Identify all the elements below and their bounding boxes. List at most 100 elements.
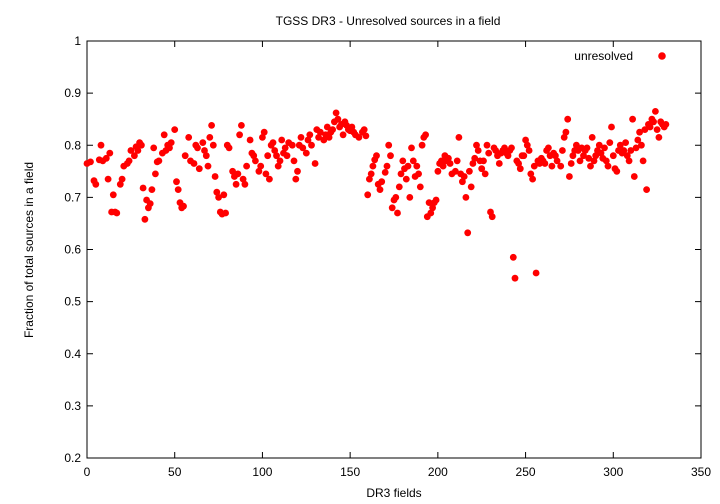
data-point	[492, 147, 500, 154]
data-point	[508, 144, 515, 152]
data-point	[608, 123, 615, 131]
data-point	[302, 149, 310, 157]
data-point	[409, 157, 417, 165]
data-point	[125, 157, 133, 165]
data-point	[504, 152, 512, 160]
data-point	[208, 122, 216, 129]
data-point	[532, 269, 540, 277]
data-point	[139, 184, 147, 192]
data-point	[580, 152, 587, 160]
data-point	[113, 209, 121, 217]
data-point	[383, 162, 391, 170]
data-point	[408, 144, 415, 152]
y-tick-label: 0.5	[64, 295, 81, 309]
data-point	[613, 167, 621, 175]
data-point	[469, 160, 477, 167]
data-point	[509, 253, 517, 261]
data-point	[643, 186, 650, 194]
data-point	[394, 209, 401, 217]
data-point	[627, 147, 635, 154]
data-point	[373, 152, 380, 160]
data-point	[552, 152, 559, 160]
data-point	[652, 108, 659, 115]
data-point	[264, 152, 272, 160]
data-point	[378, 178, 386, 186]
data-point	[453, 157, 461, 165]
data-point	[446, 160, 454, 167]
data-point	[209, 141, 217, 149]
data-point	[311, 160, 319, 167]
data-point	[367, 170, 375, 178]
data-point	[332, 109, 340, 117]
data-point	[483, 141, 491, 149]
data-point	[522, 136, 529, 144]
data-point	[429, 204, 436, 212]
data-point	[281, 144, 289, 152]
data-point	[269, 139, 277, 147]
data-point	[452, 167, 459, 175]
data-point	[290, 157, 298, 165]
data-point	[455, 134, 463, 141]
data-point	[523, 141, 531, 149]
legend: unresolved	[574, 49, 666, 63]
data-point	[171, 126, 179, 133]
data-point	[146, 200, 154, 208]
data-point	[252, 157, 259, 165]
data-point	[329, 126, 336, 133]
data-point	[422, 131, 429, 139]
data-point	[202, 152, 210, 160]
data-point	[567, 160, 575, 167]
data-point	[625, 157, 633, 165]
data-point	[339, 131, 347, 139]
data-point	[262, 170, 270, 178]
data-point	[127, 147, 135, 154]
data-point	[166, 144, 173, 152]
data-point	[590, 157, 598, 165]
x-axis-label: DR3 fields	[366, 486, 421, 500]
data-point	[308, 141, 315, 149]
data-point	[141, 215, 149, 223]
data-point	[173, 178, 180, 186]
data-point	[530, 162, 538, 170]
data-point	[194, 144, 201, 152]
data-point	[485, 149, 493, 157]
y-tick-label: 0.3	[64, 399, 81, 413]
data-point	[160, 131, 168, 139]
data-point	[234, 170, 242, 178]
data-point	[255, 167, 263, 175]
data-point	[259, 134, 266, 141]
data-point	[369, 162, 377, 170]
data-point	[220, 191, 228, 199]
data-point	[655, 134, 663, 141]
y-tick-label: 0.6	[64, 243, 81, 257]
data-point	[320, 136, 328, 144]
data-point	[355, 134, 363, 141]
data-point	[527, 170, 535, 178]
data-point	[174, 186, 182, 194]
data-point	[399, 157, 407, 165]
x-tick-label: 250	[516, 465, 536, 479]
data-point	[271, 147, 279, 154]
data-point	[116, 180, 124, 188]
data-point	[87, 158, 94, 166]
x-tick-label: 150	[340, 465, 360, 479]
data-point	[592, 152, 600, 160]
data-point	[362, 132, 370, 140]
x-tick-label: 300	[603, 465, 623, 479]
data-point	[323, 123, 331, 131]
data-point	[348, 123, 356, 131]
data-point	[488, 213, 496, 221]
data-point	[595, 141, 603, 149]
data-point	[559, 147, 566, 154]
data-point	[385, 141, 393, 149]
data-point	[495, 160, 503, 167]
data-point	[604, 162, 612, 170]
data-point	[606, 139, 614, 147]
data-point	[516, 165, 524, 173]
data-point	[560, 134, 568, 141]
data-point	[155, 157, 163, 165]
data-point	[404, 162, 412, 170]
data-point	[360, 126, 368, 133]
data-point	[638, 141, 645, 149]
chart-title: TGSS DR3 - Unresolved sources in a field	[276, 14, 501, 28]
